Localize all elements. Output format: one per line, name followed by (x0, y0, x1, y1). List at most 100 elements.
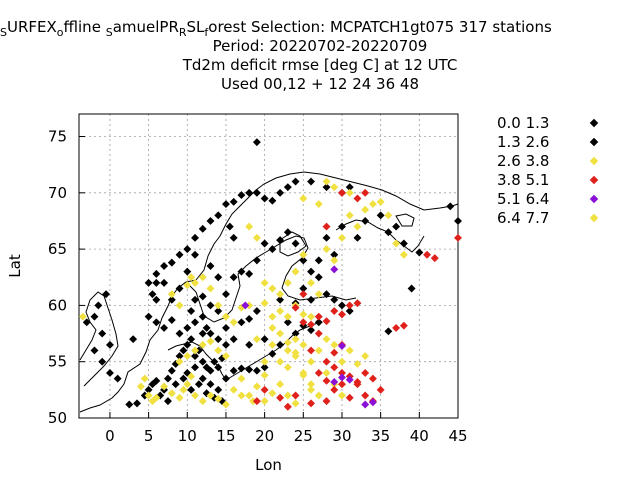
station-point (167, 316, 176, 325)
station-point (152, 376, 161, 385)
station-point (314, 200, 323, 209)
station-point (268, 389, 277, 398)
station-point (191, 250, 199, 259)
x-tick-label: 20 (255, 427, 274, 445)
station-point (260, 335, 269, 344)
station-point (187, 335, 196, 344)
station-point (194, 380, 203, 389)
station-point (322, 183, 331, 192)
station-point (345, 301, 354, 310)
title-text: ffline (63, 18, 106, 36)
legend-entry: 0.0 1.3 (497, 114, 599, 133)
legend-entry: 5.1 6.4 (497, 190, 599, 209)
y-tick-label: 60 (48, 296, 67, 314)
station-point (260, 194, 269, 203)
station-point (283, 363, 292, 372)
station-point (252, 138, 261, 147)
station-point (291, 303, 300, 312)
station-point (237, 191, 246, 200)
title-subscript: R (178, 26, 187, 39)
station-point (353, 233, 362, 242)
station-point (330, 363, 339, 372)
station-point (338, 391, 346, 400)
station-point (221, 200, 230, 209)
station-point (322, 357, 331, 366)
station-point (283, 338, 292, 347)
station-point (307, 399, 316, 408)
station-point (345, 183, 354, 192)
station-point (384, 327, 393, 336)
station-point (260, 397, 269, 406)
station-point (229, 233, 238, 242)
station-point (144, 312, 153, 321)
station-point (221, 340, 230, 349)
station-point (206, 262, 215, 270)
station-point (268, 312, 277, 321)
station-point (206, 329, 215, 338)
station-point (229, 197, 238, 206)
legend: 0.0 1.3 1.3 2.6 2.6 3.8 3.8 5.1 5.1 6.4 6.4 7… (497, 114, 599, 228)
x-tick-label: 45 (448, 427, 467, 445)
station-point (338, 357, 346, 366)
legend-entry: 2.6 3.8 (497, 152, 599, 171)
station-point (276, 357, 285, 366)
station-point (361, 352, 370, 361)
station-point (206, 337, 215, 346)
station-point (314, 312, 323, 321)
station-point (229, 385, 238, 394)
station-point (245, 365, 254, 374)
station-point (276, 340, 285, 349)
station-point (179, 374, 188, 383)
station-point (152, 269, 161, 278)
x-tick-label: 15 (216, 427, 235, 445)
station-point (152, 295, 161, 304)
station-point (299, 318, 308, 327)
station-point (160, 323, 169, 332)
station-point (330, 385, 339, 394)
station-point (330, 295, 339, 304)
station-point (353, 299, 362, 308)
station-point (345, 393, 354, 402)
station-point (314, 369, 323, 377)
station-point (260, 299, 269, 308)
station-point (167, 366, 176, 375)
x-tick-label: 40 (410, 427, 429, 445)
station-point (252, 256, 261, 265)
station-point (179, 385, 188, 394)
station-point (322, 397, 331, 406)
station-point (299, 284, 308, 293)
station-point (252, 188, 261, 197)
station-point (160, 278, 169, 287)
legend-range-label: 5.1 6.4 (497, 190, 550, 208)
station-point (214, 273, 223, 282)
station-point (307, 346, 316, 355)
station-point (214, 385, 223, 394)
title-subscript: S (105, 26, 113, 39)
station-point (314, 273, 323, 282)
station-point (368, 374, 377, 383)
station-point (113, 374, 122, 383)
station-point (183, 352, 192, 361)
station-point (415, 248, 424, 257)
station-point (268, 284, 277, 293)
station-point (221, 290, 230, 299)
station-point (299, 194, 308, 203)
station-point (399, 239, 408, 248)
station-point (210, 357, 219, 366)
station-point (252, 382, 261, 391)
station-point (322, 233, 331, 242)
station-point (361, 188, 370, 197)
station-point (221, 352, 230, 361)
station-point (187, 385, 196, 394)
title-line-2: Period: 20220702-20220709 (212, 37, 428, 55)
station-point (454, 217, 462, 225)
station-point (330, 265, 339, 274)
station-point (175, 352, 184, 361)
station-point (214, 307, 223, 315)
station-point (229, 335, 238, 344)
station-point (183, 380, 192, 389)
coastline (335, 219, 425, 253)
station-point (260, 278, 269, 287)
station-point (345, 307, 354, 315)
station-point (221, 312, 230, 321)
